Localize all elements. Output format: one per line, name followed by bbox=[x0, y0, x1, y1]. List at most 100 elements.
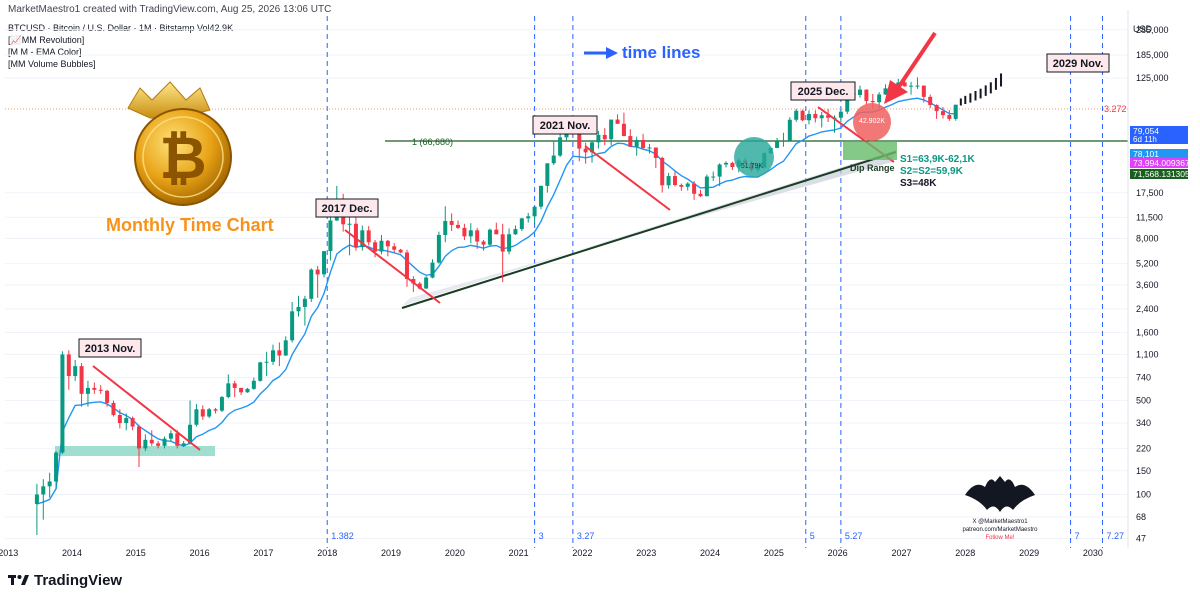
candle bbox=[136, 424, 141, 468]
svg-text:2013 Nov.: 2013 Nov. bbox=[85, 343, 136, 355]
signature-line-3: Follow Me! bbox=[985, 535, 1014, 541]
candle bbox=[781, 132, 786, 147]
volume-bubble-red[interactable] bbox=[853, 103, 891, 141]
candle bbox=[117, 409, 122, 429]
candle bbox=[264, 351, 269, 377]
candle-body bbox=[105, 390, 110, 403]
trendline-2017[interactable] bbox=[344, 229, 441, 304]
candle-body bbox=[800, 110, 805, 121]
candle-body bbox=[845, 93, 850, 112]
candle bbox=[787, 117, 792, 141]
candle-body bbox=[551, 155, 556, 164]
price-tick-label: 3,600 bbox=[1136, 280, 1159, 290]
candle-body bbox=[532, 206, 537, 217]
candle-body bbox=[73, 366, 78, 377]
candle bbox=[194, 404, 199, 427]
volume-bubble-green[interactable] bbox=[734, 137, 774, 177]
candle bbox=[213, 407, 218, 414]
candle-body bbox=[487, 229, 492, 245]
currency-label[interactable]: USD bbox=[1132, 24, 1152, 34]
trendline-2013[interactable] bbox=[92, 365, 201, 451]
cycle-top-label-2029[interactable]: 2029 Nov. bbox=[1046, 53, 1110, 73]
cycle-top-label-2021[interactable]: 2021 Nov. bbox=[532, 115, 598, 135]
price-tick-label: 11,500 bbox=[1136, 212, 1163, 222]
candle-body bbox=[143, 439, 148, 449]
price-axis[interactable]: 285,000 185,000 125,000 17,500 11,500 8,000 5,… bbox=[1136, 25, 1169, 544]
price-tick-label: 68 bbox=[1136, 512, 1146, 522]
svg-text:2017 Dec.: 2017 Dec. bbox=[322, 203, 373, 215]
indicator-label-ema[interactable]: [M M - EMA Color] bbox=[8, 47, 82, 57]
candle-body bbox=[870, 100, 875, 103]
candle bbox=[73, 359, 78, 381]
candle bbox=[373, 239, 378, 258]
candle bbox=[219, 395, 224, 413]
indicator-label-revolution[interactable]: [📈MM Revolution] bbox=[8, 35, 85, 45]
support-s3-text: S3=48K bbox=[900, 178, 937, 189]
candle-body bbox=[353, 223, 358, 248]
long-term-support-line[interactable] bbox=[401, 151, 897, 309]
time-axis[interactable]: 2013 2014 2015 2016 2017 2018 2019 2020 2021 2022… bbox=[0, 548, 1103, 558]
svg-text:2021 Nov.: 2021 Nov. bbox=[540, 120, 591, 132]
candle bbox=[928, 94, 933, 109]
candle bbox=[660, 156, 665, 193]
tradingview-footer[interactable]: TradingView bbox=[8, 568, 122, 592]
trendline-2021[interactable] bbox=[584, 145, 671, 211]
price-tick-label: 500 bbox=[1136, 395, 1151, 405]
candle-body bbox=[519, 218, 524, 230]
candle-body bbox=[443, 220, 448, 235]
candle bbox=[54, 451, 59, 489]
candle-body bbox=[877, 94, 882, 103]
candle-body bbox=[685, 183, 690, 187]
candle-body bbox=[92, 387, 97, 390]
candle-body bbox=[66, 354, 71, 377]
candle-body bbox=[85, 387, 90, 394]
cycle-top-label-2017[interactable]: 2017 Dec. bbox=[315, 198, 379, 218]
candle-body bbox=[188, 424, 193, 444]
candle-body bbox=[838, 111, 843, 118]
candle bbox=[258, 361, 263, 382]
candle-body bbox=[953, 104, 958, 119]
candle-body bbox=[883, 88, 888, 95]
candle-body bbox=[47, 481, 52, 487]
candle bbox=[315, 265, 320, 298]
candle-body bbox=[124, 418, 129, 423]
candle-body bbox=[315, 269, 320, 275]
candle-body bbox=[717, 164, 722, 177]
symbol-info-line[interactable]: BTCUSD · Bitcoin / U.S. Dollar · 1M · Bi… bbox=[8, 23, 234, 33]
candle bbox=[838, 108, 843, 122]
candle-body bbox=[213, 409, 218, 411]
candle-body bbox=[398, 249, 403, 253]
candle bbox=[270, 344, 275, 365]
candle bbox=[296, 295, 301, 317]
candle-body bbox=[609, 119, 614, 140]
candle bbox=[85, 380, 90, 407]
candle-body bbox=[858, 89, 863, 95]
candle bbox=[883, 84, 888, 95]
candle-body bbox=[79, 366, 84, 394]
candle-body bbox=[934, 104, 939, 112]
candle-body bbox=[328, 220, 333, 252]
candle bbox=[245, 387, 250, 393]
time-tick-label: 2030 bbox=[1083, 548, 1103, 558]
candle-body bbox=[60, 354, 65, 453]
candle bbox=[794, 108, 799, 122]
candle bbox=[858, 85, 863, 98]
cycle-top-label-2025[interactable]: 2025 Dec. bbox=[790, 81, 856, 101]
candle-body bbox=[698, 193, 703, 197]
candle bbox=[47, 472, 52, 498]
dip-range-box[interactable] bbox=[843, 142, 897, 160]
time-line-label: 1.382 bbox=[331, 531, 354, 541]
candle-body bbox=[730, 162, 735, 168]
candle bbox=[704, 174, 709, 197]
cycle-top-label-2013[interactable]: 2013 Nov. bbox=[78, 338, 142, 358]
candle bbox=[130, 416, 135, 431]
candle bbox=[328, 217, 333, 261]
price-tick-label: 1,600 bbox=[1136, 328, 1159, 338]
candle-body bbox=[806, 113, 811, 121]
candle-body bbox=[666, 176, 671, 186]
candle bbox=[934, 104, 939, 119]
time-tick-label: 2027 bbox=[891, 548, 911, 558]
indicator-label-bubbles[interactable]: [MM Volume Bubbles] bbox=[8, 59, 96, 69]
candle bbox=[385, 239, 390, 257]
